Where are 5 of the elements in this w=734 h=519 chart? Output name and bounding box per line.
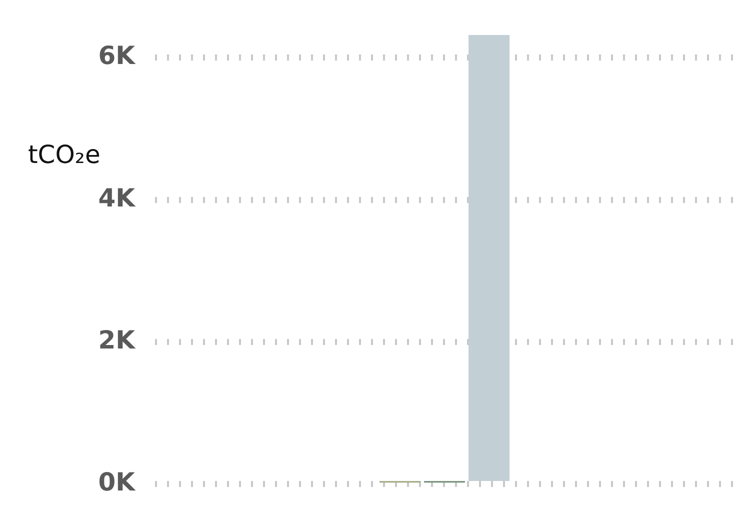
y-tick-label: 0K — [98, 468, 137, 496]
y-axis-title: tCO₂e — [28, 140, 100, 169]
y-tick-label: 6K — [98, 41, 137, 70]
y-tick-label: 2K — [98, 325, 137, 354]
y-tick-label: 4K — [98, 183, 137, 212]
